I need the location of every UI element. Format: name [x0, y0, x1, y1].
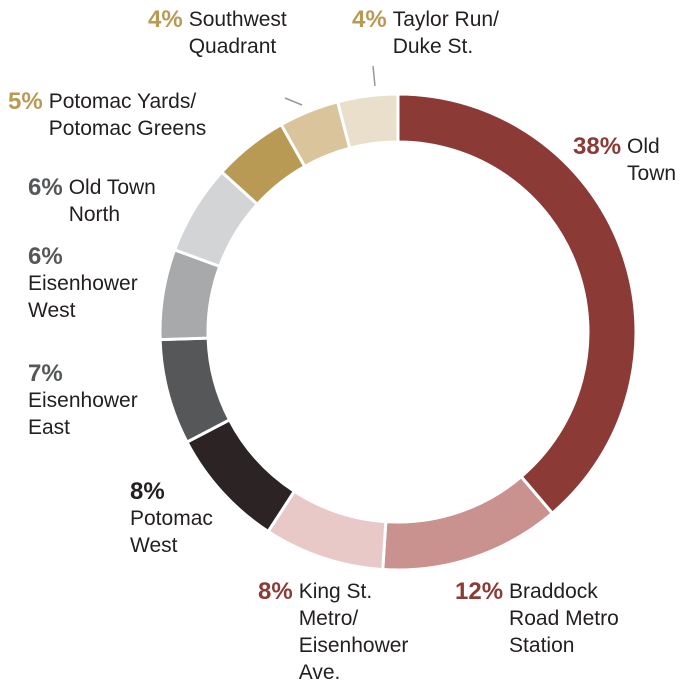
percent-label: 38% [573, 133, 622, 160]
slice-label: 4% Taylor Run/ Duke St. [352, 6, 518, 60]
category-label: Southwest Quadrant [188, 8, 287, 58]
category-label: Eisenhower East [28, 389, 138, 439]
percent-label: 8% [130, 478, 165, 505]
percent-label: 4% [148, 6, 183, 33]
category-label: Braddock Road Metro Station [509, 580, 619, 657]
category-label: Potomac West [130, 507, 213, 557]
leader-line [372, 65, 376, 87]
category-label: Potomac Yards/ Potomac Greens [48, 90, 207, 140]
category-label: Old Town North [68, 176, 156, 226]
slice-label: 8% Potomac West [130, 478, 250, 559]
percent-label: 8% [258, 578, 293, 605]
slice-label: 7% Eisenhower East [28, 360, 168, 441]
category-label: Old Town [627, 135, 677, 185]
slice-label: 12% Braddock Road Metro Station [455, 578, 649, 659]
percent-label: 6% [28, 174, 63, 201]
slice-label: 6% Eisenhower West [28, 243, 168, 324]
donut-slice [396, 92, 638, 516]
percent-label: 4% [352, 6, 387, 33]
percent-label: 7% [28, 360, 63, 387]
donut-slice [381, 474, 555, 572]
slice-label: 4% Southwest Quadrant [148, 6, 309, 60]
donut-slice [335, 92, 400, 151]
percent-label: 12% [455, 578, 504, 605]
slice-label: 8% King St. Metro/ Eisenhower Ave. [258, 578, 429, 686]
slice-label: 38% Old Town [573, 133, 687, 187]
percent-label: 6% [28, 243, 63, 270]
donut-slice [158, 336, 232, 445]
category-label: King St. Metro/ Eisenhower Ave. [298, 580, 409, 684]
leader-line [284, 97, 303, 106]
slice-label: 5% Potomac Yards/ Potomac Greens [8, 88, 239, 142]
slice-label: 6% Old Town North [28, 174, 179, 228]
category-label: Taylor Run/ Duke St. [392, 8, 499, 58]
category-label: Eisenhower West [28, 272, 138, 322]
percent-label: 5% [8, 88, 43, 115]
